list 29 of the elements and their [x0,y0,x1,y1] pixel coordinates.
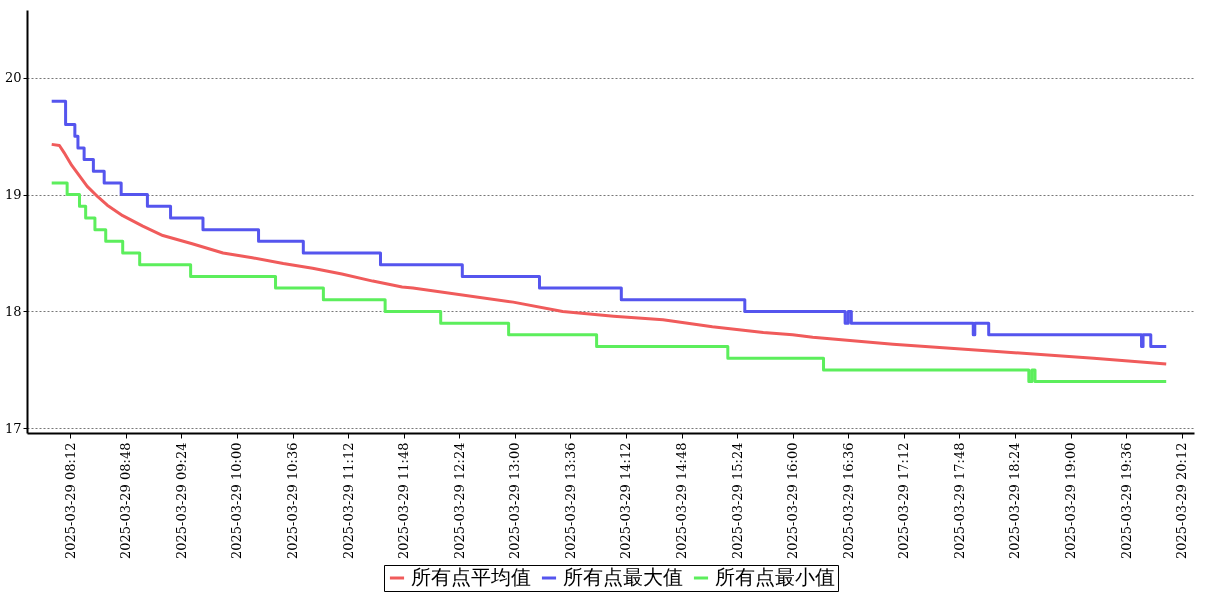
x-tick-label: 2025-03-29 16:00 [785,442,801,560]
y-tick-label: 17 [4,420,22,436]
y-tick-label: 19 [4,187,22,203]
y-tick-label: 20 [4,70,22,86]
y-tick-label: 18 [4,303,22,319]
line-series [50,142,1168,366]
x-tick-label: 2025-03-29 15:24 [729,442,745,560]
x-tick-label: 2025-03-29 13:00 [507,442,523,560]
legend-label: 所有点平均值 [411,565,531,589]
x-tick-label: 2025-03-29 11:48 [396,442,412,560]
x-tick-label: 2025-03-29 10:36 [285,442,301,560]
legend-label: 所有点最小值 [715,565,835,589]
x-tick-label: 2025-03-29 11:12 [340,442,356,560]
x-tick-label: 2025-03-29 08:12 [62,442,78,560]
x-tick-label: 2025-03-29 14:12 [618,442,634,560]
x-tick-label: 2025-03-29 18:24 [1007,442,1023,560]
x-tick-label: 2025-03-29 10:00 [229,442,245,560]
x-tick-label: 2025-03-29 17:12 [896,442,912,560]
x-tick-label: 2025-03-29 20:12 [1174,442,1190,560]
x-tick-label: 2025-03-29 16:36 [840,442,856,560]
x-tick-label: 2025-03-29 09:24 [173,442,189,560]
x-tick-label: 2025-03-29 17:48 [951,442,967,560]
x-tick-label: 2025-03-29 19:00 [1063,442,1079,560]
x-tick-label: 2025-03-29 14:48 [674,442,690,560]
legend-label: 所有点最大值 [563,565,683,589]
x-tick-label: 2025-03-29 12:24 [451,442,467,560]
x-tick-label: 2025-03-29 08:48 [118,442,134,560]
x-tick-label: 2025-03-29 13:36 [562,442,578,560]
x-tick-label: 2025-03-29 19:36 [1118,442,1134,560]
